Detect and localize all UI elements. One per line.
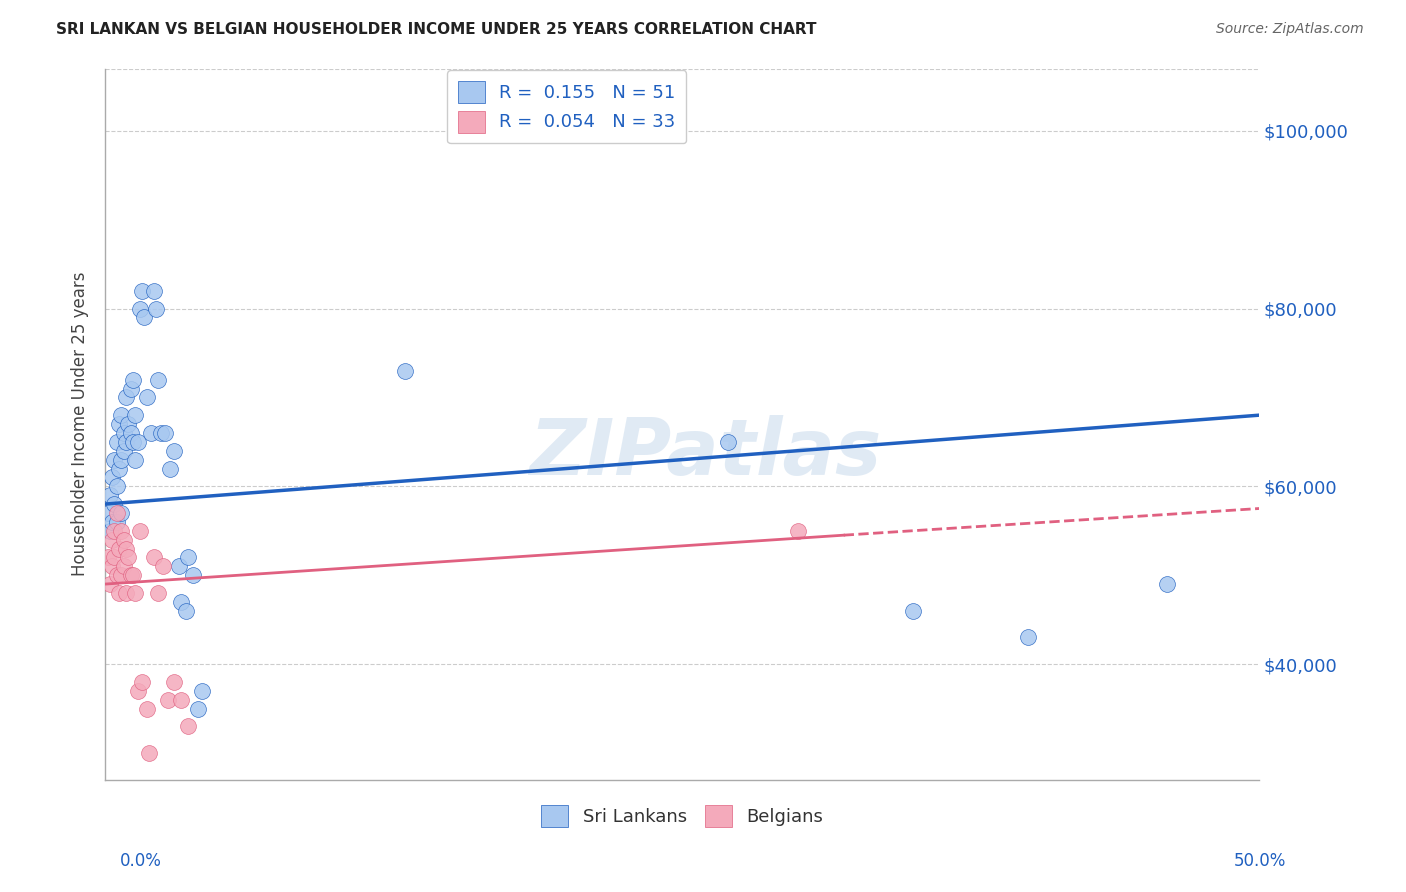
Point: [142, 550, 165, 565]
Point: [108, 541, 131, 556]
Point: [163, 443, 186, 458]
Point: [138, 746, 160, 760]
Point: [717, 434, 740, 449]
Y-axis label: Householder Income Under 25 years: Householder Income Under 25 years: [72, 272, 89, 576]
Point: [112, 443, 135, 458]
Point: [98, 577, 121, 591]
Point: [155, 425, 177, 440]
Point: [110, 568, 132, 582]
Point: [112, 533, 135, 547]
Point: [98, 488, 121, 502]
Point: [110, 506, 132, 520]
Point: [177, 550, 200, 565]
Point: [135, 701, 157, 715]
Point: [98, 524, 121, 538]
Point: [128, 524, 150, 538]
Point: [186, 701, 208, 715]
Point: [105, 515, 128, 529]
Point: [101, 559, 124, 574]
Text: 50.0%: 50.0%: [1234, 852, 1286, 870]
Point: [152, 559, 174, 574]
Point: [170, 692, 193, 706]
Text: ZIPatlas: ZIPatlas: [529, 415, 882, 491]
Point: [124, 408, 146, 422]
Point: [191, 683, 214, 698]
Point: [110, 452, 132, 467]
Point: [135, 391, 157, 405]
Point: [101, 470, 124, 484]
Point: [110, 524, 132, 538]
Point: [120, 425, 142, 440]
Point: [131, 284, 153, 298]
Text: 0.0%: 0.0%: [120, 852, 162, 870]
Point: [122, 568, 145, 582]
Point: [122, 434, 145, 449]
Point: [128, 301, 150, 316]
Point: [145, 301, 167, 316]
Point: [167, 559, 190, 574]
Point: [124, 452, 146, 467]
Point: [156, 692, 179, 706]
Point: [103, 497, 125, 511]
Text: Source: ZipAtlas.com: Source: ZipAtlas.com: [1216, 22, 1364, 37]
Point: [120, 382, 142, 396]
Point: [163, 674, 186, 689]
Point: [108, 461, 131, 475]
Point: [108, 586, 131, 600]
Point: [115, 391, 138, 405]
Point: [105, 568, 128, 582]
Point: [786, 524, 808, 538]
Point: [394, 364, 416, 378]
Point: [115, 434, 138, 449]
Point: [105, 479, 128, 493]
Point: [177, 719, 200, 733]
Point: [124, 586, 146, 600]
Point: [122, 373, 145, 387]
Point: [117, 417, 139, 431]
Point: [101, 533, 124, 547]
Point: [127, 683, 149, 698]
Point: [103, 524, 125, 538]
Point: [159, 461, 181, 475]
Point: [174, 604, 197, 618]
Point: [142, 284, 165, 298]
Point: [148, 373, 170, 387]
Point: [148, 586, 170, 600]
Point: [141, 425, 163, 440]
Point: [112, 559, 135, 574]
Point: [1017, 631, 1039, 645]
Point: [112, 425, 135, 440]
Point: [108, 417, 131, 431]
Point: [127, 434, 149, 449]
Point: [105, 506, 128, 520]
Point: [170, 595, 193, 609]
Point: [103, 452, 125, 467]
Point: [131, 674, 153, 689]
Point: [96, 506, 118, 520]
Point: [1156, 577, 1178, 591]
Point: [115, 541, 138, 556]
Point: [96, 550, 118, 565]
Point: [115, 586, 138, 600]
Point: [901, 604, 924, 618]
Point: [110, 408, 132, 422]
Point: [101, 515, 124, 529]
Point: [117, 550, 139, 565]
Point: [105, 434, 128, 449]
Point: [134, 310, 156, 325]
Point: [181, 568, 204, 582]
Text: SRI LANKAN VS BELGIAN HOUSEHOLDER INCOME UNDER 25 YEARS CORRELATION CHART: SRI LANKAN VS BELGIAN HOUSEHOLDER INCOME…: [56, 22, 817, 37]
Point: [120, 568, 142, 582]
Legend: Sri Lankans, Belgians: Sri Lankans, Belgians: [534, 798, 831, 835]
Point: [103, 550, 125, 565]
Point: [149, 425, 172, 440]
